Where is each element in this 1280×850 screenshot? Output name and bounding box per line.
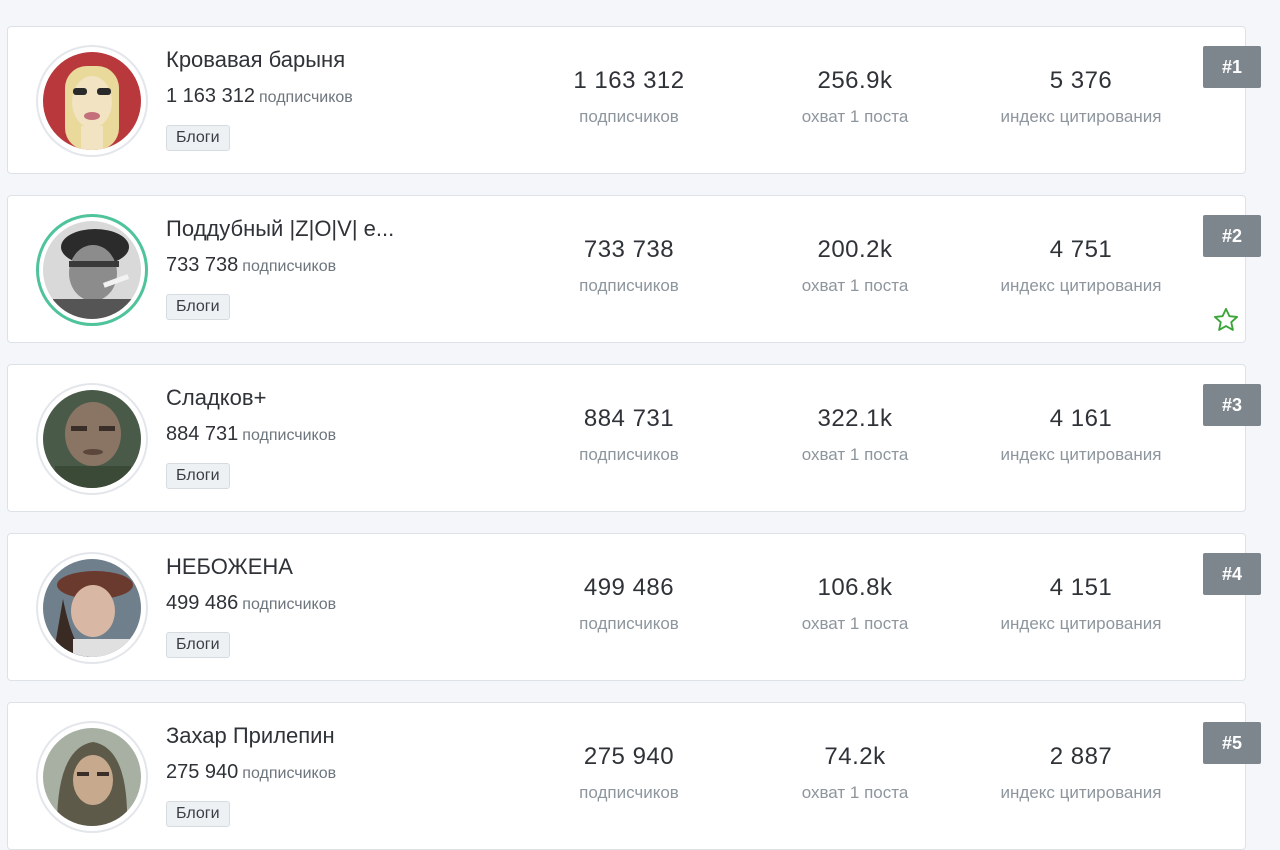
stat-label: индекс цитирования — [1000, 107, 1162, 126]
stat-reach: 106.8k охват 1 поста — [735, 574, 975, 634]
subscribers-summary: 275 940 подписчиков — [166, 761, 336, 784]
avatar-image — [43, 559, 141, 657]
stat-label: подписчиков — [579, 614, 679, 633]
subscribers-word: подписчиков — [258, 89, 353, 106]
rank-badge: #5 — [1203, 722, 1261, 764]
stat-label: индекс цитирования — [1000, 783, 1162, 802]
channel-card[interactable]: НЕБОЖЕНА 499 486 подписчиков Блоги 499 48… — [7, 533, 1246, 681]
star-outline-icon[interactable] — [1212, 306, 1240, 334]
channel-name[interactable]: Захар Прилепин — [166, 723, 335, 748]
stat-value: 4 151 — [1049, 574, 1113, 601]
subscribers-summary: 884 731 подписчиков — [166, 423, 336, 446]
stat-citation: 4 751 индекс цитирования — [961, 236, 1201, 296]
stat-label: охват 1 поста — [801, 614, 909, 633]
channel-card[interactable]: Поддубный |Z|O|V| e... 733 738 подписчико… — [7, 195, 1246, 343]
avatar[interactable] — [36, 721, 148, 833]
stat-value: 322.1k — [817, 405, 893, 432]
subscribers-count: 884 731 — [166, 423, 239, 445]
subscribers-summary: 733 738 подписчиков — [166, 254, 336, 277]
stat-label: индекс цитирования — [1000, 445, 1162, 464]
stat-label: охват 1 поста — [801, 107, 909, 126]
category-tag[interactable]: Блоги — [166, 632, 230, 658]
avatar-image — [43, 728, 141, 826]
category-tag[interactable]: Блоги — [166, 294, 230, 320]
category-tag[interactable]: Блоги — [166, 463, 230, 489]
avatar-image — [43, 390, 141, 488]
channel-name[interactable]: Кровавая барыня — [166, 47, 346, 72]
stat-value: 5 376 — [1049, 67, 1113, 94]
stat-subscribers: 275 940 подписчиков — [509, 743, 749, 803]
subscribers-count: 1 163 312 — [166, 85, 255, 107]
stat-label: охват 1 поста — [801, 276, 909, 295]
stat-value: 4 161 — [1049, 405, 1113, 432]
stat-reach: 256.9k охват 1 поста — [735, 67, 975, 127]
subscribers-word: подписчиков — [242, 427, 337, 444]
avatar[interactable] — [36, 214, 148, 326]
subscribers-word: подписчиков — [242, 765, 337, 782]
subscribers-summary: 499 486 подписчиков — [166, 592, 336, 615]
stat-value: 106.8k — [817, 574, 893, 601]
stat-value: 4 751 — [1049, 236, 1113, 263]
stat-value: 1 163 312 — [573, 67, 685, 94]
channel-name[interactable]: Сладков+ — [166, 385, 267, 410]
channel-card[interactable]: Кровавая барыня 1 163 312 подписчиков Бло… — [7, 26, 1246, 174]
stat-value: 2 887 — [1049, 743, 1113, 770]
stat-subscribers: 1 163 312 подписчиков — [509, 67, 749, 127]
stat-citation: 4 151 индекс цитирования — [961, 574, 1201, 634]
avatar[interactable] — [36, 552, 148, 664]
rank-badge: #3 — [1203, 384, 1261, 426]
channel-card[interactable]: Захар Прилепин 275 940 подписчиков Блоги … — [7, 702, 1246, 850]
subscribers-word: подписчиков — [242, 596, 337, 613]
stat-citation: 2 887 индекс цитирования — [961, 743, 1201, 803]
rank-badge: #4 — [1203, 553, 1261, 595]
stat-value: 275 940 — [583, 743, 675, 770]
stat-value: 74.2k — [824, 743, 886, 770]
stat-citation: 4 161 индекс цитирования — [961, 405, 1201, 465]
channel-name[interactable]: Поддубный |Z|O|V| e... — [166, 216, 395, 241]
avatar-image — [43, 52, 141, 150]
stat-label: охват 1 поста — [801, 445, 909, 464]
stat-label: подписчиков — [579, 445, 679, 464]
subscribers-count: 275 940 — [166, 761, 239, 783]
stat-reach: 200.2k охват 1 поста — [735, 236, 975, 296]
rank-badge: #2 — [1203, 215, 1261, 257]
stat-value: 884 731 — [583, 405, 675, 432]
stat-label: подписчиков — [579, 276, 679, 295]
stat-reach: 74.2k охват 1 поста — [735, 743, 975, 803]
channel-card[interactable]: Сладков+ 884 731 подписчиков Блоги 884 73… — [7, 364, 1246, 512]
stat-label: охват 1 поста — [801, 783, 909, 802]
stat-subscribers: 884 731 подписчиков — [509, 405, 749, 465]
stat-label: индекс цитирования — [1000, 276, 1162, 295]
subscribers-count: 733 738 — [166, 254, 239, 276]
avatar-image — [43, 221, 141, 319]
stat-label: подписчиков — [579, 107, 679, 126]
stat-label: подписчиков — [579, 783, 679, 802]
stat-subscribers: 499 486 подписчиков — [509, 574, 749, 634]
stat-value: 499 486 — [583, 574, 675, 601]
category-tag[interactable]: Блоги — [166, 801, 230, 827]
stat-subscribers: 733 738 подписчиков — [509, 236, 749, 296]
channel-name[interactable]: НЕБОЖЕНА — [166, 554, 293, 579]
stat-value: 733 738 — [583, 236, 675, 263]
avatar[interactable] — [36, 45, 148, 157]
avatar[interactable] — [36, 383, 148, 495]
stat-label: индекс цитирования — [1000, 614, 1162, 633]
stat-citation: 5 376 индекс цитирования — [961, 67, 1201, 127]
stat-value: 200.2k — [817, 236, 893, 263]
subscribers-word: подписчиков — [242, 258, 337, 275]
rank-badge: #1 — [1203, 46, 1261, 88]
category-tag[interactable]: Блоги — [166, 125, 230, 151]
subscribers-summary: 1 163 312 подписчиков — [166, 85, 353, 108]
stat-value: 256.9k — [817, 67, 893, 94]
subscribers-count: 499 486 — [166, 592, 239, 614]
stat-reach: 322.1k охват 1 поста — [735, 405, 975, 465]
